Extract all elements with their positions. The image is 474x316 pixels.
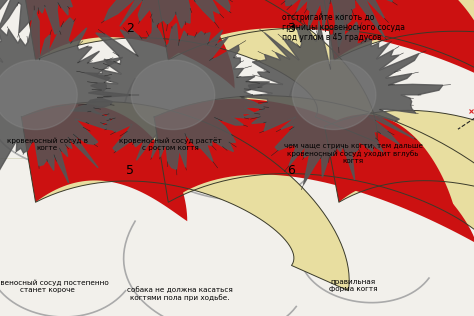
Polygon shape <box>21 104 187 221</box>
Polygon shape <box>21 102 349 291</box>
Text: 3: 3 <box>288 22 295 35</box>
Polygon shape <box>292 60 376 130</box>
Polygon shape <box>131 60 215 130</box>
Polygon shape <box>320 0 474 73</box>
Polygon shape <box>325 114 457 221</box>
Polygon shape <box>72 0 267 28</box>
Text: чем чаще стричь когти, тем дальше
кровеносный сосуд уходит вглубь
когтя: чем чаще стричь когти, тем дальше кровен… <box>283 143 423 164</box>
Text: 5: 5 <box>127 164 134 177</box>
Text: 2: 2 <box>127 22 134 35</box>
Polygon shape <box>154 0 474 111</box>
Polygon shape <box>325 110 474 265</box>
Polygon shape <box>21 0 377 142</box>
Text: 6: 6 <box>288 164 295 177</box>
Polygon shape <box>21 0 235 88</box>
Polygon shape <box>0 10 139 183</box>
Polygon shape <box>243 13 443 184</box>
Polygon shape <box>70 22 270 169</box>
Text: кровеносный сосуд в
когте: кровеносный сосуд в когте <box>7 137 88 150</box>
Text: собака не должна касаться
когтями пола при ходьбе.: собака не должна касаться когтями пола п… <box>127 287 233 301</box>
Polygon shape <box>228 0 428 47</box>
Polygon shape <box>0 60 77 130</box>
Polygon shape <box>0 0 130 34</box>
Polygon shape <box>320 0 474 155</box>
Polygon shape <box>154 0 474 174</box>
Text: кровеносный сосуд растёт
с ростом когтя: кровеносный сосуд растёт с ростом когтя <box>119 137 222 151</box>
Polygon shape <box>154 99 474 243</box>
Text: кровеносный сосуд постепенно
станет короче: кровеносный сосуд постепенно станет коро… <box>0 279 108 293</box>
Text: отстригайте коготь до
границы кровеносного сосуда
под углом в 45 градусов: отстригайте коготь до границы кровеносно… <box>282 13 405 42</box>
Polygon shape <box>154 96 474 307</box>
Text: правильная
форма когтя: правильная форма когтя <box>329 279 377 293</box>
